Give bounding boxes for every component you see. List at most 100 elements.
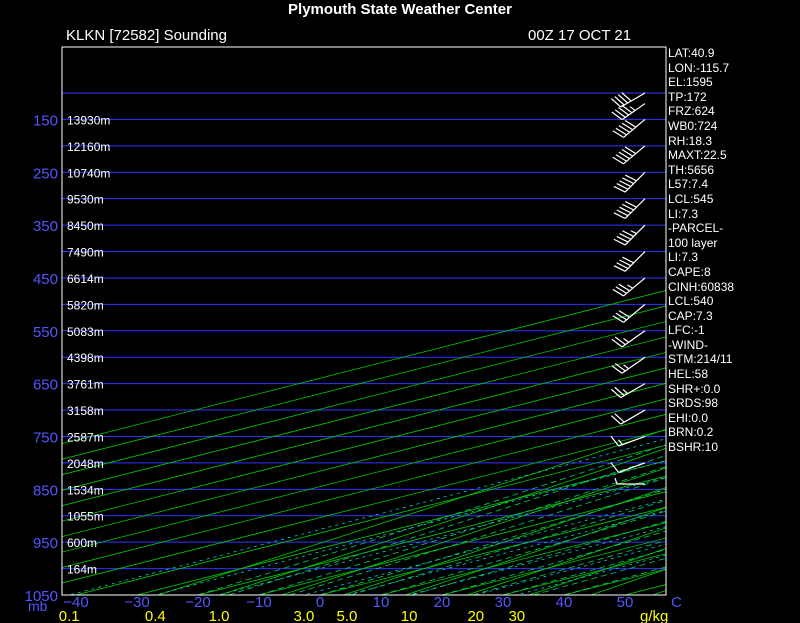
- index-value: WB0:724: [668, 118, 718, 133]
- wind-staff: [621, 356, 646, 374]
- wind-barb: [612, 277, 646, 297]
- index-value: EL:1595: [668, 75, 713, 90]
- moist-adiabat: [197, 444, 666, 595]
- wind-half-flag: [623, 364, 629, 370]
- mixing-ratio-tick-label: 0.4: [145, 608, 166, 623]
- wind-flag: [615, 154, 627, 162]
- index-value: EHI:0.0: [668, 410, 709, 425]
- wind-barb: [613, 171, 646, 193]
- height-label: 12160m: [67, 140, 110, 154]
- dry-adiabat: [280, 467, 666, 595]
- isotherm-line: [62, 398, 666, 553]
- wind-flag: [624, 146, 637, 155]
- pressure-label: 550: [33, 324, 58, 341]
- height-label: 5820m: [67, 298, 104, 312]
- temperature-tick-label: 0: [316, 594, 324, 611]
- mixing-ratio-tick-label: 3.0: [294, 608, 315, 623]
- wind-staff: [618, 462, 646, 474]
- mixing-ratio-tick-label: 30: [508, 608, 525, 623]
- wind-flag: [624, 200, 637, 208]
- index-value: LCL:540: [668, 294, 714, 309]
- height-label: 2587m: [67, 430, 104, 444]
- temperature-tick-label: 40: [556, 594, 573, 611]
- index-value: LI:7.3: [668, 250, 699, 265]
- wind-flag: [621, 92, 632, 102]
- mixing-ratio-unit-label: g/kg: [640, 608, 668, 623]
- wind-flag: [624, 120, 637, 128]
- wind-barb: [613, 198, 646, 220]
- wind-staff: [624, 251, 646, 272]
- index-value: L57:7.4: [668, 177, 709, 192]
- mixing-ratio-line: [302, 498, 666, 595]
- wind-half-flag: [627, 284, 634, 289]
- pressure-label: 250: [33, 165, 58, 182]
- height-label: 2048m: [67, 457, 104, 471]
- wind-flag: [614, 336, 626, 346]
- height-label: 7490m: [67, 246, 104, 260]
- height-label: 3158m: [67, 404, 104, 418]
- wind-staff: [620, 383, 646, 399]
- wind-flag: [613, 265, 626, 272]
- wind-staff: [623, 118, 646, 138]
- height-label: 600m: [67, 536, 97, 550]
- pressure-label: 350: [33, 218, 58, 235]
- index-value: BRN:0.2: [668, 425, 714, 440]
- mixing-ratio-tick-label: 10: [401, 608, 418, 623]
- wind-flag: [616, 209, 629, 217]
- wind-staff: [623, 303, 646, 323]
- temperature-tick-label: 30: [495, 594, 512, 611]
- isotherm-line: [62, 305, 666, 460]
- wind-flag: [610, 435, 620, 447]
- dry-adiabat: [761, 93, 800, 600]
- wind-flag: [613, 212, 626, 220]
- height-label: 4398m: [67, 351, 104, 365]
- index-value: CINH:60838: [668, 279, 735, 294]
- wind-flag: [616, 262, 629, 270]
- wind-barb: [610, 92, 646, 108]
- pressure-label: 950: [33, 535, 58, 552]
- temperature-tick-label: −40: [63, 594, 88, 611]
- dry-adiabat: [342, 487, 666, 595]
- height-label: 8450m: [67, 219, 104, 233]
- wind-flag: [618, 151, 630, 160]
- pressure-unit-label: mb: [28, 598, 48, 614]
- wind-barb: [611, 103, 646, 121]
- wind-barb: [611, 330, 646, 348]
- temperature-tick-label: −10: [246, 594, 271, 611]
- isotherm-line: [136, 460, 666, 595]
- wind-flag: [614, 96, 625, 106]
- index-value: CAPE:8: [668, 264, 711, 279]
- wind-flag: [612, 130, 624, 138]
- dry-adiabat: [218, 447, 666, 595]
- wind-flag: [619, 233, 632, 240]
- mixing-ratio-tick-label: 20: [467, 608, 484, 623]
- wind-flag: [622, 256, 634, 264]
- temperature-tick-label: 20: [434, 594, 451, 611]
- index-value: HEL:58: [668, 367, 709, 382]
- wind-barb: [612, 118, 646, 138]
- pressure-label: 1050: [25, 588, 58, 605]
- wind-barb: [613, 224, 646, 246]
- wind-flag: [610, 462, 620, 473]
- wind-flag: [616, 183, 629, 190]
- height-label: 1534m: [67, 483, 104, 497]
- wind-staff: [624, 224, 646, 246]
- wind-staff: [624, 198, 646, 219]
- wind-flag: [621, 122, 634, 131]
- index-value: -PARCEL-: [668, 221, 724, 236]
- index-value: STM:214/11: [668, 352, 733, 367]
- dry-adiabat: [156, 428, 666, 595]
- wind-flag: [610, 98, 622, 108]
- wind-flag: [622, 203, 634, 211]
- wind-flag: [621, 148, 634, 157]
- wind-flag: [611, 365, 623, 374]
- pressure-label: 450: [33, 271, 58, 288]
- wind-half-flag: [630, 230, 637, 235]
- page-title: Plymouth State Weather Center: [288, 1, 512, 18]
- wind-barb: [613, 251, 646, 272]
- height-label: 5083m: [67, 325, 104, 339]
- grid-lines: [62, 92, 800, 600]
- isotherm-line: [62, 429, 666, 584]
- temperature-tick-label: 50: [617, 594, 634, 611]
- wind-flag: [618, 310, 630, 318]
